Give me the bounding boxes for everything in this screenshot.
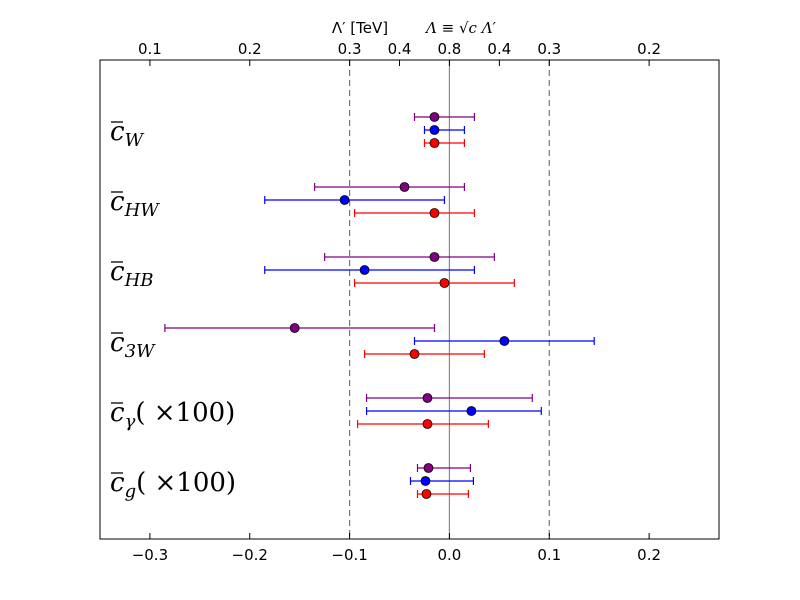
data-point — [359, 265, 370, 275]
row-label-text: cg( ×100) — [110, 468, 236, 502]
top-tick-label: 0.2 — [637, 40, 661, 58]
data-point — [499, 336, 510, 346]
bottom-tick-label: 0.2 — [637, 546, 661, 564]
row-label-text: c3W — [110, 328, 156, 362]
row-label: cg( ×100) — [110, 468, 236, 502]
data-point — [439, 278, 450, 288]
data-point — [339, 195, 350, 205]
data-point — [289, 323, 300, 333]
top-tick-label: 0.1 — [138, 40, 162, 58]
top-tick-label: 0.4 — [487, 40, 511, 58]
bottom-tick-label: −0.3 — [132, 546, 168, 564]
data-point — [409, 349, 420, 359]
error-bars — [164, 112, 595, 499]
top-tick-label: 0.3 — [338, 40, 362, 58]
data-point — [421, 489, 432, 499]
data-point — [423, 463, 434, 473]
data-point — [466, 406, 477, 416]
row-label-text: cHW — [110, 187, 160, 221]
bottom-tick-label: 0.0 — [438, 546, 462, 564]
bottom-tick-label: 0.1 — [537, 546, 561, 564]
row-label: c3W — [110, 328, 156, 362]
row-label: cγ( ×100) — [110, 398, 235, 432]
row-label: cHB — [110, 257, 154, 291]
data-point — [422, 393, 433, 403]
bottom-tick-label: −0.1 — [331, 546, 367, 564]
top-axis-title-left: Λ′ [TeV] — [332, 19, 388, 37]
row-label-text: cHB — [110, 257, 154, 291]
data-point — [429, 112, 440, 122]
data-point — [399, 182, 410, 192]
top-tick-label: 0.3 — [537, 40, 561, 58]
row-label: cHW — [110, 187, 160, 221]
data-point — [429, 252, 440, 262]
row-label: cW — [110, 117, 145, 151]
row-label-text: cW — [110, 117, 145, 151]
data-point — [420, 476, 431, 486]
top-tick-label: 0.2 — [238, 40, 262, 58]
data-point — [429, 138, 440, 148]
data-point — [429, 208, 440, 218]
reference-lines — [348, 60, 550, 539]
row-labels: cW cHW cHB c3W cγ( ×100) cg( ×100) — [110, 117, 236, 502]
plot-frame — [99, 59, 720, 540]
top-tick-label: 0.8 — [438, 40, 462, 58]
bottom-axis: −0.3 −0.2 −0.1 0.0 0.1 0.2 — [132, 533, 661, 564]
top-axis: 0.1 0.2 0.3 0.4 0.8 0.4 0.3 0.2 — [138, 40, 661, 66]
top-axis-title-right: Λ ≡ √c Λ′ — [424, 19, 496, 37]
data-point — [422, 419, 433, 429]
row-label-text: cγ( ×100) — [110, 398, 235, 432]
data-point — [429, 125, 440, 135]
bottom-tick-label: −0.2 — [232, 546, 268, 564]
top-tick-label: 0.4 — [388, 40, 412, 58]
